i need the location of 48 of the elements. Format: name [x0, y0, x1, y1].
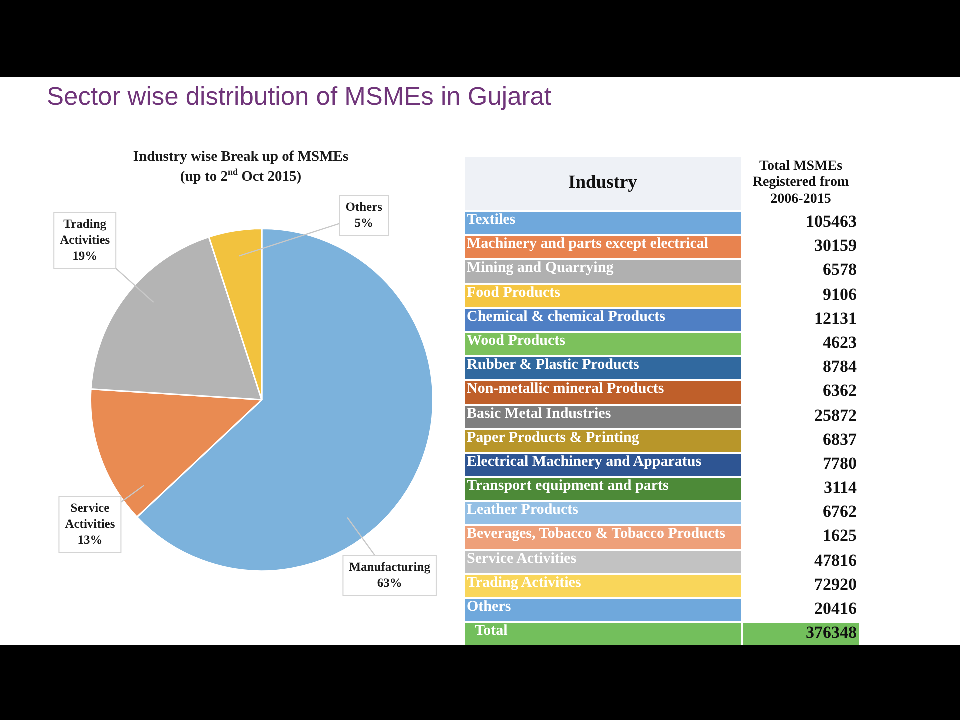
slice-label: Trading Activities — [60, 216, 110, 247]
category-label: Chemical & chemical Products — [465, 308, 741, 331]
category-label: Transport equipment and parts — [465, 478, 741, 500]
slice-label: Others — [346, 200, 383, 214]
data-label: 63% — [377, 576, 402, 590]
category-label: Service Activities — [465, 550, 741, 573]
data-label: 30159 — [814, 236, 858, 258]
data-label: 47816 — [814, 550, 858, 572]
data-label: 6762 — [822, 502, 858, 524]
category-label: Beverages, Tobacco & Tobacco Products — [465, 526, 741, 549]
slice-label: Service Activities — [65, 501, 116, 532]
category-label: Trading Activities — [465, 574, 741, 597]
data-label: 6578 — [822, 260, 858, 282]
category-label: Food Products — [465, 284, 741, 307]
category-label: Basic Metal Industries — [465, 406, 741, 428]
data-label: 8784 — [822, 357, 858, 378]
chart-subtitle: Industry wise Break up of MSMEs (up to 2$^{nd}$ Oct 2015) — [132, 148, 350, 187]
category-label: Rubber & Plastic Products — [465, 357, 741, 380]
text: Industry — [465, 157, 741, 210]
category-label: Paper Products & Printing — [465, 430, 741, 452]
data-label: 25872 — [814, 406, 858, 426]
data-label: 3114 — [822, 478, 858, 500]
data-label: 5% — [354, 216, 374, 230]
category-label: Mining and Quarrying — [465, 260, 741, 283]
data-label: 6837 — [822, 430, 858, 451]
category-label: Total — [465, 623, 741, 646]
data-label: 1625 — [822, 526, 858, 548]
slice-label: Manufacturing — [349, 560, 432, 574]
chart-title: Sector wise distribution of MSMEs in Gujarat — [47, 83, 552, 112]
category-label: Electrical Machinery and Apparatus — [465, 454, 741, 476]
category-label: Wood Products — [465, 332, 741, 356]
data-label: 19% — [72, 248, 98, 263]
data-label: 12131 — [814, 308, 858, 330]
data-label: 9106 — [822, 284, 858, 306]
data-label: 72920 — [814, 574, 858, 596]
data-label: 6362 — [822, 381, 858, 402]
category-label: Non-metallic mineral Products — [465, 381, 741, 404]
category-label: Machinery and parts except electrical — [465, 236, 741, 258]
data-label: 13% — [78, 533, 103, 548]
category-label: Others — [465, 599, 741, 622]
data-label: 7780 — [822, 454, 858, 475]
data-label: 20416 — [814, 599, 858, 620]
text: Total MSMEs Registered from 2006-2015 — [752, 158, 850, 208]
category-label: Leather Products — [465, 502, 741, 524]
category-label: Textiles — [465, 212, 741, 234]
data-label: 105463 — [805, 212, 858, 233]
data-label: 4623 — [822, 332, 858, 354]
data-label: 376348 — [743, 623, 859, 646]
